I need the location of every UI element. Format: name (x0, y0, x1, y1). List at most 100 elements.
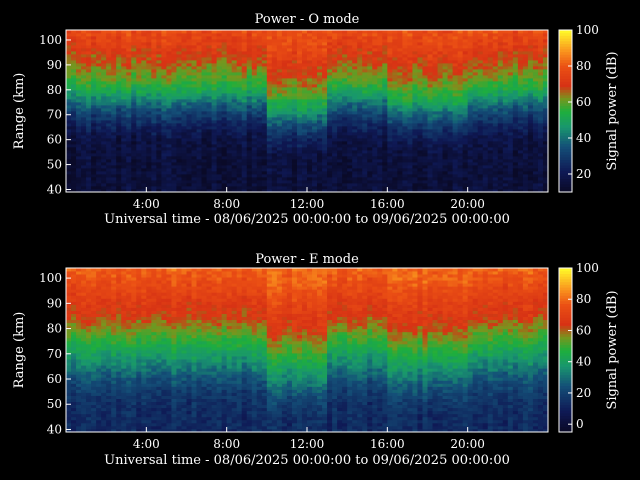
o-mode-heatmap-cell (271, 57, 278, 61)
o-mode-heatmap-cell (347, 141, 353, 145)
o-mode-heatmap-cell (256, 165, 263, 169)
o-mode-heatmap-cell (392, 135, 398, 139)
o-mode-heatmap-cell (221, 66, 228, 70)
o-mode-heatmap-cell (66, 39, 72, 43)
o-mode-heatmap-cell (522, 36, 529, 40)
o-mode-heatmap-cell (86, 108, 92, 112)
o-mode-heatmap-cell (427, 72, 433, 76)
o-mode-heatmap-cell (442, 147, 448, 151)
o-mode-heatmap-cell (397, 126, 403, 130)
o-mode-heatmap-cell (281, 60, 288, 64)
o-mode-heatmap-cell (291, 123, 298, 127)
o-mode-heatmap-cell (472, 78, 479, 82)
o-mode-heatmap-cell (462, 69, 469, 73)
o-mode-heatmap-cell (216, 30, 223, 34)
o-mode-heatmap-cell (101, 114, 107, 118)
o-mode-heatmap-cell (407, 114, 413, 118)
o-mode-heatmap-cell (312, 45, 318, 49)
o-mode-heatmap-cell (452, 81, 459, 85)
o-mode-heatmap-cell (487, 156, 494, 160)
o-mode-heatmap-cell (266, 174, 273, 178)
o-mode-heatmap-cell (357, 165, 363, 169)
o-mode-heatmap-cell (307, 162, 313, 166)
o-mode-heatmap-cell (226, 126, 233, 130)
o-mode-heatmap-cell (447, 162, 453, 166)
o-mode-heatmap-cell (111, 87, 117, 91)
o-mode-heatmap-cell (76, 69, 82, 73)
o-mode-heatmap-cell (196, 141, 202, 145)
o-mode-heatmap-cell (131, 48, 137, 52)
o-mode-heatmap-cell (186, 165, 192, 169)
o-mode-heatmap-cell (337, 51, 343, 55)
o-mode-heatmap-cell (276, 180, 283, 184)
o-mode-heatmap-cell (332, 75, 338, 79)
o-mode-heatmap-cell (507, 180, 514, 184)
o-mode-heatmap-cell (236, 57, 243, 61)
o-mode-heatmap-cell (111, 45, 117, 49)
o-mode-heatmap-cell (261, 75, 268, 79)
o-mode-heatmap-cell (196, 33, 202, 37)
o-mode-heatmap-cell (146, 159, 152, 163)
o-mode-heatmap-cell (442, 99, 448, 103)
o-mode-heatmap-cell (276, 96, 283, 100)
o-mode-heatmap-cell (327, 30, 333, 34)
o-mode-heatmap-cell (221, 117, 228, 121)
o-mode-heatmap-cell (462, 177, 469, 181)
o-mode-heatmap-cell (151, 135, 157, 139)
o-mode-heatmap-cell (301, 180, 308, 184)
o-mode-heatmap-cell (337, 72, 343, 76)
o-mode-heatmap-cell (216, 120, 223, 124)
o-mode-heatmap-cell (246, 138, 253, 142)
o-mode-heatmap-cell (111, 156, 117, 160)
o-mode-heatmap-cell (517, 111, 524, 115)
o-mode-heatmap-cell (121, 69, 127, 73)
o-mode-heatmap-cell (96, 114, 102, 118)
o-mode-heatmap-cell (367, 69, 373, 73)
o-mode-heatmap-cell (357, 60, 363, 64)
o-mode-heatmap-cell (347, 189, 353, 193)
o-mode-heatmap-cell (151, 48, 157, 52)
o-mode-heatmap-cell (91, 156, 97, 160)
o-mode-heatmap-cell (281, 123, 288, 127)
o-mode-heatmap-cell (437, 123, 443, 127)
o-mode-heatmap-cell (362, 114, 368, 118)
o-mode-heatmap-cell (337, 153, 343, 157)
o-mode-heatmap-cell (206, 111, 212, 115)
o-mode-heatmap-cell (412, 123, 418, 127)
o-mode-heatmap-cell (81, 48, 87, 52)
o-mode-heatmap-cell (111, 48, 117, 52)
o-mode-heatmap-cell (517, 39, 524, 43)
o-mode-heatmap-cell (442, 69, 448, 73)
o-mode-heatmap-cell (231, 63, 238, 67)
o-mode-heatmap-cell (106, 87, 112, 91)
o-mode-heatmap-cell (136, 186, 142, 190)
o-mode-heatmap-cell (507, 30, 514, 34)
o-mode-heatmap-cell (291, 78, 298, 82)
o-mode-heatmap-cell (86, 81, 92, 85)
o-mode-heatmap-cell (266, 177, 273, 181)
o-mode-heatmap-cell (317, 93, 323, 97)
o-mode-heatmap-cell (432, 54, 438, 58)
o-mode-heatmap-cell (442, 78, 448, 82)
o-mode-heatmap-cell (246, 189, 253, 193)
o-mode-heatmap-cell (322, 132, 328, 136)
o-mode-heatmap-cell (482, 162, 489, 166)
o-mode-heatmap-cell (322, 162, 328, 166)
o-mode-heatmap-cell (231, 171, 238, 175)
o-mode-heatmap-cell (482, 102, 489, 106)
o-mode-heatmap-cell (116, 42, 122, 46)
o-mode-heatmap-cell (246, 30, 253, 34)
o-mode-heatmap-cell (201, 99, 207, 103)
o-mode-heatmap-cell (312, 144, 318, 148)
o-mode-heatmap-cell (477, 165, 484, 169)
o-mode-heatmap-cell (322, 129, 328, 133)
o-mode-heatmap-cell (231, 105, 238, 109)
o-mode-heatmap-cell (281, 168, 288, 172)
o-mode-heatmap-cell (472, 120, 479, 124)
o-mode-heatmap-cell (261, 84, 268, 88)
o-mode-heatmap-cell (101, 180, 107, 184)
o-mode-heatmap-cell (296, 117, 303, 121)
o-mode-heatmap-cell (301, 132, 308, 136)
o-mode-heatmap-cell (457, 63, 464, 67)
o-mode-heatmap-cell (387, 126, 393, 130)
